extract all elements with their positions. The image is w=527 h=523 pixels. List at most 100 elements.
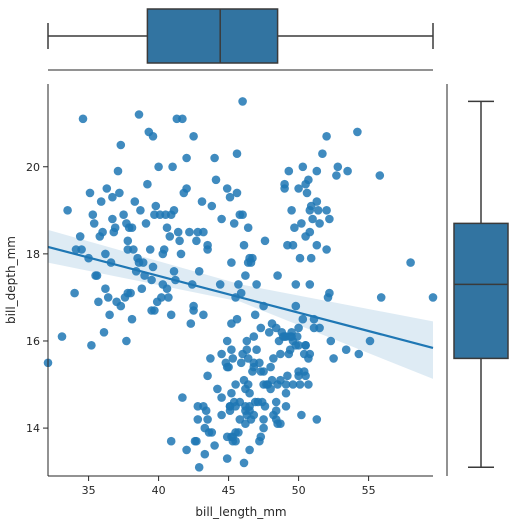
scatter-point bbox=[222, 454, 232, 463]
scatter-point bbox=[304, 354, 313, 363]
scatter-point bbox=[222, 432, 232, 442]
scatter-point bbox=[150, 210, 159, 219]
scatter-point bbox=[141, 219, 151, 228]
x-tick-label: 50 bbox=[292, 484, 306, 497]
scatter-point bbox=[210, 153, 219, 163]
scatter-point bbox=[305, 280, 315, 289]
scatter-point bbox=[116, 140, 126, 150]
scatter-point bbox=[123, 236, 133, 246]
scatter-point bbox=[215, 280, 225, 289]
scatter-point bbox=[182, 184, 191, 193]
y-tick-label: 20 bbox=[26, 161, 40, 174]
scatter-point bbox=[301, 371, 310, 381]
scatter-point bbox=[238, 210, 247, 219]
scatter-point bbox=[305, 206, 315, 215]
scatter-point bbox=[266, 362, 275, 372]
scatter-point bbox=[243, 223, 253, 232]
scatter-points bbox=[43, 97, 438, 472]
scatter-point bbox=[313, 206, 323, 215]
scatter-point bbox=[152, 297, 162, 307]
y-axis-label: bill_depth_mm bbox=[4, 236, 18, 324]
scatter-point bbox=[245, 445, 254, 455]
scatter-point bbox=[189, 301, 198, 311]
scatter-point bbox=[95, 232, 105, 241]
scatter-point bbox=[193, 402, 203, 411]
scatter-point bbox=[211, 175, 221, 185]
scatter-point bbox=[175, 236, 184, 246]
scatter-point bbox=[406, 258, 415, 267]
scatter-point bbox=[57, 332, 67, 341]
scatter-point bbox=[94, 297, 103, 307]
scatter-point bbox=[225, 192, 235, 202]
scatter-point bbox=[278, 332, 288, 341]
scatter-point bbox=[288, 380, 298, 389]
scatter-point bbox=[269, 354, 278, 363]
scatter-point bbox=[200, 449, 210, 459]
scatter-point bbox=[259, 423, 268, 433]
scatter-point bbox=[375, 171, 385, 180]
scatter-point bbox=[147, 275, 156, 285]
scatter-point bbox=[353, 127, 362, 137]
scatter-point bbox=[271, 397, 281, 407]
scatter-point bbox=[203, 371, 212, 381]
scatter-point bbox=[283, 371, 292, 381]
scatter-point bbox=[148, 262, 158, 272]
y-axis-ticks: 14 16 18 20 bbox=[26, 161, 48, 435]
scatter-point bbox=[228, 354, 238, 363]
scatter-point bbox=[281, 380, 291, 389]
scatter-point bbox=[234, 428, 243, 437]
scatter-point bbox=[115, 188, 124, 198]
scatter-point bbox=[199, 310, 208, 320]
scatter-point bbox=[318, 149, 327, 158]
scatter-point bbox=[273, 271, 282, 280]
scatter-point bbox=[222, 336, 232, 346]
scatter-point bbox=[312, 415, 322, 424]
scatter-point bbox=[271, 415, 281, 424]
scatter-point bbox=[325, 288, 334, 298]
scatter-point bbox=[227, 388, 236, 398]
scatter-point bbox=[178, 393, 187, 402]
scatter-point bbox=[241, 419, 250, 429]
scatter-point bbox=[284, 166, 294, 176]
scatter-point bbox=[207, 428, 217, 437]
scatter-point bbox=[127, 314, 137, 324]
scatter-point bbox=[206, 354, 215, 363]
scatter-point bbox=[243, 258, 253, 267]
scatter-point bbox=[110, 223, 120, 232]
x-tick-label: 35 bbox=[82, 484, 96, 497]
scatter-point bbox=[322, 206, 331, 215]
main-scatter-plot: 35 40 45 50 55 14 16 18 20 bill_length_mm bill_… bbox=[4, 84, 438, 519]
scatter-point bbox=[154, 162, 163, 172]
scatter-point bbox=[134, 258, 144, 267]
scatter-point bbox=[87, 341, 96, 350]
scatter-point bbox=[194, 267, 204, 276]
scatter-point bbox=[151, 201, 161, 211]
scatter-point bbox=[343, 166, 352, 176]
scatter-point bbox=[287, 206, 296, 215]
scatter-point bbox=[315, 219, 324, 228]
scatter-point bbox=[144, 127, 154, 137]
scatter-point bbox=[259, 380, 268, 389]
scatter-point bbox=[302, 188, 312, 198]
scatter-point bbox=[161, 210, 170, 219]
y-tick-label: 14 bbox=[26, 422, 40, 435]
scatter-point bbox=[77, 245, 86, 254]
scatter-point bbox=[129, 245, 138, 254]
scatter-point bbox=[193, 227, 203, 237]
scatter-point bbox=[236, 358, 246, 368]
scatter-point bbox=[217, 349, 226, 359]
scatter-point bbox=[252, 280, 261, 289]
scatter-point bbox=[217, 410, 226, 420]
scatter-point bbox=[322, 245, 331, 254]
scatter-point bbox=[143, 179, 152, 189]
scatter-point bbox=[122, 336, 131, 346]
scatter-point bbox=[150, 306, 159, 315]
scatter-point bbox=[256, 323, 266, 333]
scatter-point bbox=[102, 184, 112, 193]
scatter-point bbox=[264, 328, 274, 337]
y-tick-label: 18 bbox=[26, 248, 40, 261]
scatter-point bbox=[428, 293, 438, 302]
scatter-point bbox=[298, 162, 308, 172]
scatter-point bbox=[158, 280, 168, 289]
